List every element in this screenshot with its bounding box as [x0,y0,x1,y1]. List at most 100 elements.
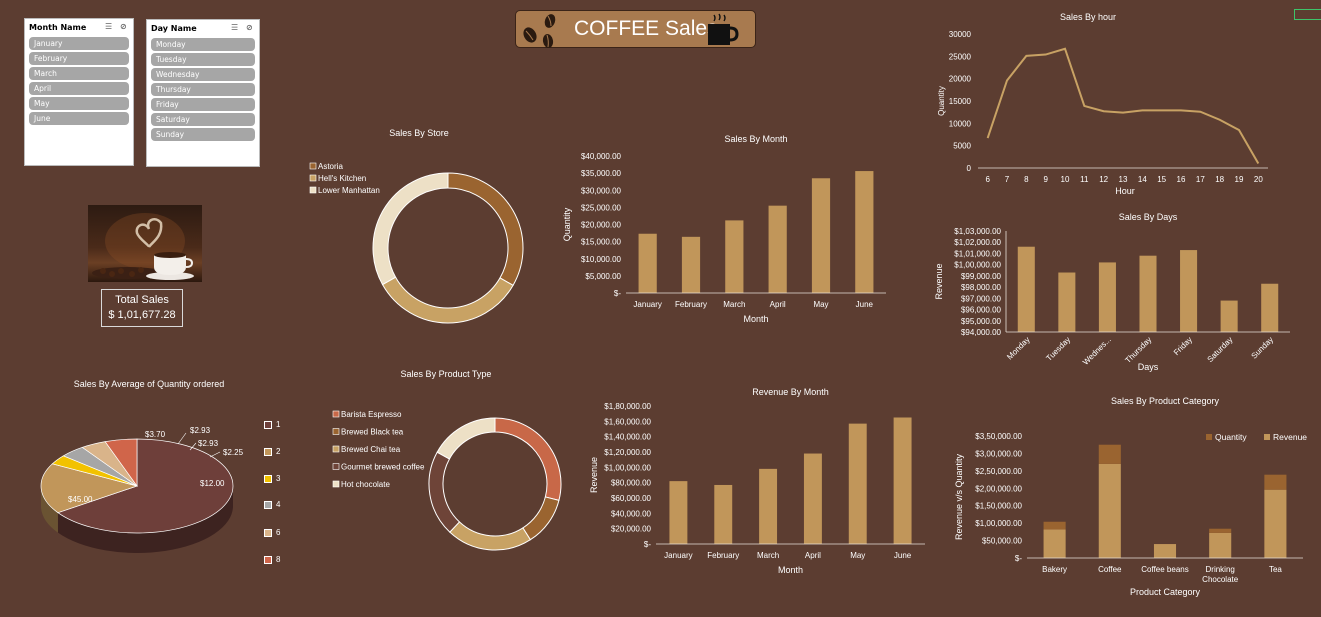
day-slicer-title: Day Name [151,23,197,33]
x-tick-label: 12 [1099,175,1108,184]
x-tick-label: Bakery [1042,565,1067,574]
legend-label: Lower Manhattan [318,186,380,195]
bar-march [759,468,778,544]
y-tick-label: $1,00,000.00 [954,261,1001,270]
legend-label: 6 [276,528,281,537]
x-tick-label: Chocolate [1202,575,1239,584]
y-axis-label: Revenue v/s Quantity [954,453,964,540]
chart-title: Sales By Store [389,128,449,138]
legend-label: Brewed Chai tea [341,445,401,454]
day-slicer-item-tuesday[interactable]: Tuesday [151,53,255,66]
x-tick-label: 16 [1177,175,1186,184]
day-slicer-item-friday[interactable]: Friday [151,98,255,111]
bar-revenue-coffee [1098,463,1121,558]
x-tick-label: 19 [1235,175,1244,184]
sales-by-days-chart: Sales By Days $94,000.00 $95,000.00 $96,000… [934,212,1290,372]
x-tick-label: June [856,300,874,309]
month-slicer-item-march[interactable]: March [29,67,129,80]
y-tick-label: $1,02,000.00 [954,238,1001,247]
y-tick-label: $- [614,289,621,298]
cell-selection-marker[interactable] [1294,9,1321,20]
chart-title: Sales By Days [1119,212,1178,222]
bar-april [803,453,822,544]
month-slicer[interactable]: Month Name ☰ ⊘ January February March April… [24,18,134,166]
y-tick-label: $94,000.00 [961,328,1002,337]
clear-filter-icon[interactable]: ⊘ [246,23,253,32]
month-slicer-header: Month Name ☰ ⊘ [25,19,133,35]
bar-march [725,220,744,293]
x-tick-label: Sunday [1250,335,1276,361]
clear-filter-icon[interactable]: ⊘ [120,22,127,31]
pie-side-1 [57,486,234,553]
total-sales-label: Total Sales [115,294,169,306]
coffee-cup-icon [708,13,739,45]
y-tick-label: 30000 [949,30,972,39]
bar-tuesday [1058,272,1076,332]
x-axis-label: Days [1138,362,1159,372]
y-tick-label: $25,000.00 [581,203,622,212]
slice-hot-chocolate [436,417,496,460]
legend-swatch [332,428,340,435]
slice-astoria [447,172,524,287]
day-slicer-item-monday[interactable]: Monday [151,38,255,51]
month-slicer-item-april[interactable]: April [29,82,129,95]
data-label: $2.93 [198,439,219,448]
day-slicer-item-sunday[interactable]: Sunday [151,128,255,141]
y-tick-label: $- [1015,554,1022,563]
sales-by-avg-quantity-chart: Sales By Average of Quantity ordered $45.… [40,379,244,553]
y-tick-label: 20000 [949,75,972,84]
bar-revenue-drinking-chocolate [1209,532,1232,558]
month-slicer-title: Month Name [29,22,87,32]
x-tick-label: April [805,551,821,560]
legend-label: 2 [276,447,281,456]
legend-label: Gourmet brewed coffee [341,463,425,472]
x-tick-label: June [894,551,912,560]
legend-label: Hell's Kitchen [318,174,366,183]
y-tick-label: $1,60,000.00 [604,417,651,426]
hour-series-line [986,47,1260,165]
y-tick-label: $1,40,000.00 [604,433,651,442]
month-slicer-item-june[interactable]: June [29,112,129,125]
leader-line [177,432,187,445]
day-slicer-item-wednesday[interactable]: Wednesday [151,68,255,81]
multi-select-icon[interactable]: ☰ [105,22,113,31]
legend-item-6: 6 [264,528,280,537]
x-tick-label: Tuesday [1044,335,1072,363]
day-slicer-item-thursday[interactable]: Thursday [151,83,255,96]
legend-swatch [264,555,272,564]
legend-swatch [332,463,340,470]
data-label: $12.00 [200,479,225,488]
chart-title: Sales By Average of Quantity ordered [74,379,224,389]
y-tick-label: 25000 [949,52,972,61]
legend-label: Hot chocolate [341,480,390,489]
legend-label-quantity: Quantity [1215,432,1247,442]
y-tick-label: $60,000.00 [611,494,652,503]
y-tick-label: $- [644,540,651,549]
bar-february [681,236,701,293]
legend-label: 8 [276,555,281,564]
y-tick-label: $1,80,000.00 [604,402,651,411]
sales-by-hour-chart: Sales By hour 0 5000 10000 15000 20000 25000 30… [937,12,1268,196]
legend-label: Barista Espresso [341,410,402,419]
x-tick-label: 9 [1043,175,1048,184]
legend-swatch [264,500,272,509]
total-sales-value: $ 1,01,677.28 [108,309,176,321]
month-slicer-item-january[interactable]: January [29,37,129,50]
day-slicer[interactable]: Day Name ☰ ⊘ Monday Tuesday Wednesday Thurs… [146,19,260,167]
chart-title: Sales By hour [1060,12,1116,22]
legend-swatch [264,474,272,483]
x-tick-label: 18 [1215,175,1224,184]
day-slicer-item-saturday[interactable]: Saturday [151,113,255,126]
month-slicer-item-may[interactable]: May [29,97,129,110]
multi-select-icon[interactable]: ☰ [231,23,239,32]
slice-brewed-black-tea [522,496,560,541]
month-slicer-item-february[interactable]: February [29,52,129,65]
y-tick-label: $95,000.00 [961,317,1002,326]
bar-quantity-bakery [1043,521,1066,530]
sales-by-product-type-chart: Sales By Product Type Barista Espresso Bre… [332,369,562,551]
y-tick-label: $99,000.00 [961,272,1002,281]
x-axis-label: Month [743,314,768,324]
dashboard-title-banner: COFFEE Sales [515,10,756,48]
x-tick-label: Thursday [1123,335,1153,365]
x-tick-label: May [813,300,828,309]
